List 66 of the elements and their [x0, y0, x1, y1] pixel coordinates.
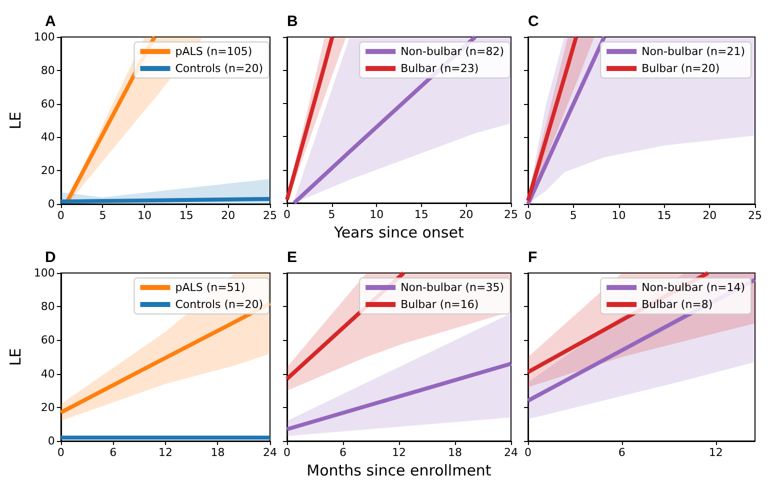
legend-label: Non-bulbar (n=82): [400, 45, 504, 58]
y-tick-label: 60: [40, 334, 55, 347]
x-tick-label: 20: [459, 208, 474, 221]
legend-label: Bulbar (n=16): [400, 298, 479, 311]
legend-label: pALS (n=105): [175, 45, 252, 58]
legend-label: Non-bulbar (n=14): [642, 281, 745, 294]
x-tick-label: 0: [57, 209, 64, 222]
x-tick-label: 5: [570, 209, 577, 222]
legend-label: Controls (n=20): [175, 298, 264, 311]
legend-label: Non-bulbar (n=35): [400, 281, 504, 294]
y-tick-label: 40: [40, 367, 55, 380]
x-tick-label: 15: [414, 208, 428, 221]
x-tick-label: 24: [504, 446, 518, 459]
chart-title: D: [45, 249, 56, 266]
x-tick-label: 5: [328, 208, 336, 221]
x-axis-title: Years since onset: [333, 224, 464, 242]
x-tick-label: 10: [612, 209, 626, 222]
x-tick-label: 18: [448, 446, 462, 459]
x-tick-label: 15: [179, 209, 194, 222]
x-tick-label: 5: [99, 209, 106, 222]
y-tick-label: 60: [40, 97, 55, 110]
chart-title: C: [528, 13, 539, 30]
legend-label: Bulbar (n=8): [642, 298, 713, 311]
x-tick-label: 0: [284, 208, 290, 221]
x-tick-label: 20: [702, 209, 717, 222]
x-axis-title: Months since enrollment: [306, 462, 492, 480]
x-tick-label: 20: [221, 209, 236, 222]
legend-label: Controls (n=20): [175, 62, 264, 75]
x-tick-label: 6: [110, 446, 117, 459]
x-tick-label: 25: [504, 208, 518, 221]
y-tick-label: 80: [40, 300, 55, 314]
legend-label: pALS (n=51): [175, 281, 246, 294]
y-tick-label: 20: [40, 400, 55, 414]
x-tick-label: 0: [524, 209, 532, 222]
x-tick-label: 25: [748, 209, 762, 222]
chart-title: A: [45, 13, 56, 30]
x-tick-label: 6: [618, 446, 626, 459]
x-tick-label: 25: [263, 209, 277, 222]
y-tick-label: 20: [40, 164, 55, 178]
x-tick-label: 0: [57, 446, 64, 459]
legend-label: Non-bulbar (n=21): [642, 45, 745, 58]
x-tick-label: 18: [210, 446, 225, 459]
chart-title: E: [287, 249, 298, 266]
x-tick-label: 12: [158, 446, 172, 459]
x-tick-label: 12: [392, 446, 406, 459]
legend-label: Bulbar (n=20): [642, 62, 720, 75]
x-tick-label: 15: [657, 209, 672, 222]
y-tick-label: 100: [34, 266, 55, 280]
chart-title: B: [287, 13, 298, 30]
x-tick-label: 0: [524, 446, 532, 459]
y-tick-label: 0: [48, 198, 55, 210]
x-tick-label: 10: [370, 208, 384, 221]
y-tick-label: 40: [40, 130, 55, 144]
line-series: [58, 301, 272, 414]
chart-title: F: [528, 249, 538, 266]
x-tick-label: 10: [138, 209, 152, 222]
x-tick-label: 12: [708, 446, 723, 459]
y-axis-title: LE: [6, 112, 24, 130]
x-tick-label: 6: [340, 446, 346, 459]
y-tick-label: 80: [40, 64, 55, 77]
x-tick-label: 24: [263, 446, 277, 459]
y-tick-label: 100: [34, 30, 55, 44]
legend-label: Bulbar (n=23): [400, 62, 479, 75]
x-tick-label: 0: [284, 446, 290, 459]
y-tick-label: 0: [48, 434, 55, 448]
y-axis-title: LE: [6, 348, 24, 366]
